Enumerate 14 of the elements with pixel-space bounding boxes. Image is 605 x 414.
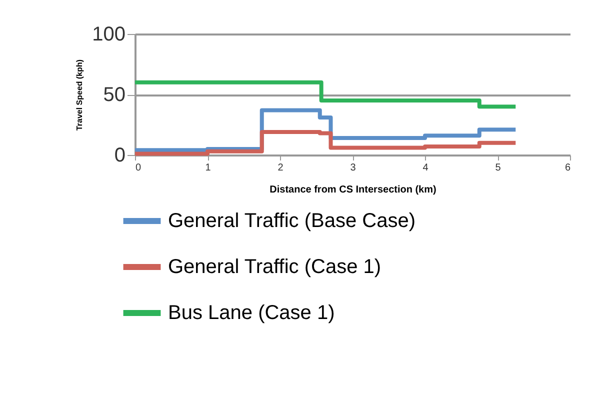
x-tick-label: 2	[278, 162, 284, 174]
x-tick-label: 6	[564, 162, 571, 174]
legend-label: General Traffic (Case 1)	[168, 256, 382, 278]
x-tick-label: 3	[350, 162, 356, 174]
y-axis-title: Travel Speed (kph)	[75, 59, 84, 131]
legend-label: General Traffic (Base Case)	[168, 210, 416, 232]
y-tick-label: 100	[92, 24, 126, 46]
legend-label: Bus Lane (Case 1)	[168, 302, 335, 324]
x-tick-label: 4	[422, 162, 429, 174]
x-tick-label: 0	[136, 162, 142, 174]
x-tick-label: 5	[495, 162, 502, 174]
y-tick-label: 50	[103, 84, 126, 106]
x-axis-title: Distance from CS Intersection (km)	[270, 184, 436, 196]
x-tick-label: 1	[205, 162, 212, 174]
